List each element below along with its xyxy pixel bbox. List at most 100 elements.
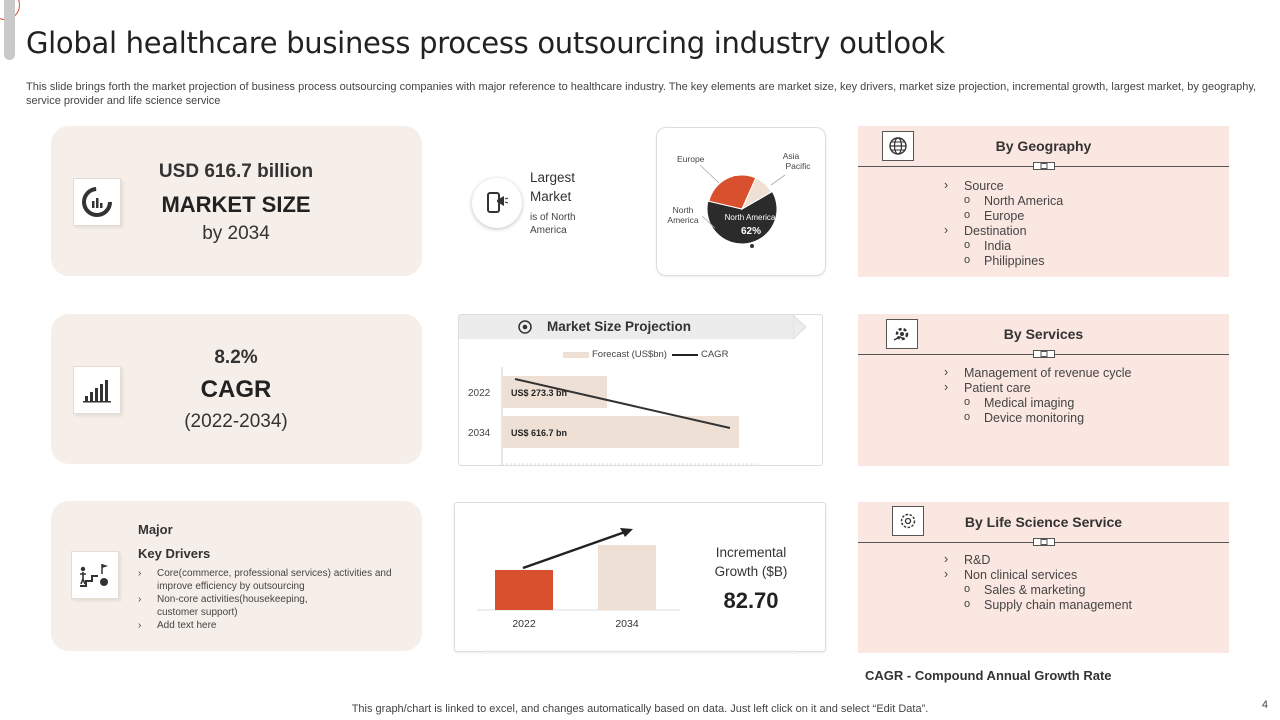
divider-knob [1033,162,1055,170]
key-driver-item-text: Core(commerce, professional services) ac… [157,568,392,592]
projection-bar-label-2022: US$ 273.3 bn [511,388,567,398]
list-item: Patient care [944,380,1131,396]
pie-slice-north-america [706,190,778,245]
key-drivers-icon-box [71,551,119,599]
key-drivers-list: › Core(commerce, professional services) a… [138,568,418,633]
largest-market-desc: is of North America [530,212,576,236]
pie-marker-dot [750,244,754,248]
list-item: Supply chain management [944,597,1132,613]
list-item: India [944,238,1063,254]
pie-chart-card[interactable]: Europe Asia Pacific North America North Am… [656,127,826,276]
largest-market-title1: Largest [530,170,576,185]
asia-leader-line [770,174,786,186]
key-driver-item-text: Add text here [157,620,217,631]
key-driver-item-text: Non-core activities(housekeeping, custom… [157,594,308,618]
projection-category-2022: 2022 [468,388,491,399]
corner-bar [4,0,15,60]
list-item: North America [944,193,1063,209]
geography-icon-box [882,131,914,161]
cagr-icon-box [73,366,121,414]
na-leader-line [701,215,716,229]
growth-arrow-line [522,530,626,570]
projection-card[interactable]: Market Size Projection Forecast (US$bn) … [458,314,823,466]
services-title: By Services [1003,326,1084,342]
europe-leader-line [699,164,720,184]
services-card: By Services Management of revenue cycleP… [858,314,1229,466]
phone-megaphone-icon [487,192,509,213]
growth-arrow-head [620,528,633,537]
pie-callout-name: North America [725,213,776,222]
pie-slice-asia-pacific [740,177,773,211]
legend-forecast-swatch [563,351,589,358]
gauge-chart-icon [82,187,112,217]
pie-slice-europe [708,174,757,210]
cagr-card: 8.2% CAGR (2022-2034) [51,314,422,464]
page-title: Global healthcare business process outso… [26,26,945,60]
life-science-title: By Life Science Service [964,514,1123,530]
projection-header-arrow [793,315,807,339]
pie-chart: Europe Asia Pacific North America North Am… [667,151,812,248]
divider-knob [1033,350,1055,358]
key-drivers-title2: Key Drivers [138,546,211,561]
stairs-person-icon [80,564,108,587]
life-science-list: R&DNon clinical servicesSales & marketin… [944,552,1132,613]
geography-card: By Geography SourceNorth AmericaEuropeDe… [858,126,1229,277]
market-size-year: by 2034 [202,223,270,244]
cagr-value: 8.2% [214,347,258,368]
projection-header [459,315,795,339]
list-item: Sales & marketing [944,582,1132,598]
largest-market-block: Largest Market is of North America [462,128,620,273]
life-science-card: By Life Science Service R&DNon clinical … [858,502,1229,653]
list-item: Device monitoring [944,410,1131,426]
projection-bar-label-2034: US$ 616.7 bn [511,428,567,438]
cagr-definition: CAGR - Compound Annual Growth Rate [865,668,1112,683]
incremental-growth-value: 82.70 [723,588,779,613]
pie-slices [706,174,778,245]
key-drivers-card: Major Key Drivers › Core(commerce, profes… [51,501,422,651]
market-size-value: USD 616.7 billion [158,161,314,182]
legend-cagr-label: CAGR [700,349,729,360]
pie-callout-value: 62% [741,226,761,237]
key-driver-item: › Core(commerce, professional services) a… [138,568,392,592]
growth-bars-icon [83,380,111,403]
globe-icon [889,137,907,155]
incremental-growth-bar-chart: 2022 2034 [477,528,795,652]
incremental-growth-label: Incremental Growth ($B) [714,545,788,579]
gear-hand-icon [893,327,909,341]
market-size-label: MARKET SIZE [161,192,311,217]
atom-gear-icon [900,513,916,529]
footnote: This graph/chart is linked to excel, and… [351,703,929,715]
gear-gauge-icon [518,320,532,334]
pie-label-europe: Europe [677,154,705,164]
cagr-period: (2022-2034) [184,411,288,432]
list-item: Non clinical services [944,567,1132,583]
pie-marker-dot-accent [732,176,738,182]
cagr-label: CAGR [200,376,272,403]
list-item: Source [944,178,1063,194]
projection-bar-2022 [502,376,608,408]
list-item: Medical imaging [944,395,1131,411]
key-drivers-title1: Major [138,522,173,537]
largest-market-icon [472,178,522,228]
projection-bar-chart: 2022 US$ 273.3 bn 2034 US$ 616.7 bn [468,367,759,466]
projection-legend: Forecast (US$bn) CAGR [563,349,728,360]
pie-label-asia: Asia Pacific [783,151,812,171]
market-size-card: USD 616.7 billion MARKET SIZE by 2034 [51,126,422,276]
geography-list: SourceNorth AmericaEuropeDestinationIndi… [944,178,1063,269]
geography-title: By Geography [995,138,1092,154]
list-item: R&D [944,552,1132,568]
incremental-category-2022: 2022 [512,618,536,630]
list-item: Management of revenue cycle [944,365,1131,381]
slide-number: 4 [1261,699,1268,711]
list-item: Europe [944,208,1063,224]
incremental-bar-2034 [598,545,656,610]
projection-category-2034: 2034 [468,428,491,439]
projection-title: Market Size Projection [547,319,692,334]
cagr-trend-line [514,378,731,429]
legend-forecast-label: Forecast (US$bn) [592,349,667,360]
largest-market-title2: Market [530,189,572,204]
incremental-growth-card[interactable]: 2022 2034 Incremental Growth ($B) 82.70 [454,502,826,652]
key-driver-item: › Add text here [138,620,217,631]
pie-label-north-america: North America [667,205,698,225]
services-icon-box [886,319,918,349]
